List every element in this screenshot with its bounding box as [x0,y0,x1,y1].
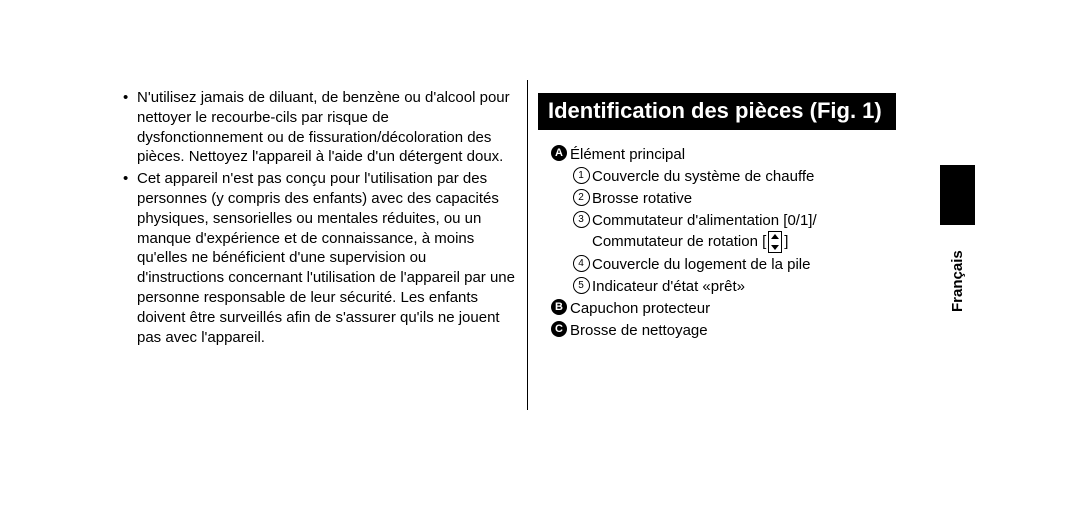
part-text: Commutateur d'alimentation [0/1]/ [592,212,817,229]
number-marker: 3 [570,210,592,228]
letter-marker: C [548,320,570,337]
tab-marker [940,165,975,225]
number-2-icon: 2 [573,189,590,206]
section-heading: Identification des pièces (Fig. 1) [538,93,896,130]
part-A3: 3 Commutateur d'alimentation [0/1]/ Comm… [570,210,908,253]
part-label: Élément principal [570,144,908,165]
part-label: Couvercle du logement de la pile [592,254,908,275]
part-label: Commutateur d'alimentation [0/1]/ Commut… [592,210,908,253]
warning-text: N'utilisez jamais de diluant, de benzène… [137,89,510,165]
number-marker: 4 [570,254,592,272]
parts-list: A Élément principal 1 Couvercle du systè… [548,144,908,341]
number-1-icon: 1 [573,167,590,184]
column-divider [527,80,528,410]
warning-text: Cet appareil n'est pas conçu pour l'util… [137,170,515,345]
number-marker: 5 [570,276,592,294]
part-text: ] [784,233,788,250]
part-A5: 5 Indicateur d'état «prêt» [570,276,908,297]
number-5-icon: 5 [573,277,590,294]
part-label: Brosse rotative [592,188,908,209]
part-label: Capuchon protecteur [570,298,908,319]
part-label: Brosse de nettoyage [570,320,908,341]
part-A: A Élément principal [548,144,908,165]
number-3-icon: 3 [573,211,590,228]
left-column: N'utilisez jamais de diluant, de benzène… [123,88,515,349]
part-B: B Capuchon protecteur [548,298,908,319]
part-A1: 1 Couvercle du système de chauffe [570,166,908,187]
part-label: Couvercle du système de chauffe [592,166,908,187]
part-label: Indicateur d'état «prêt» [592,276,908,297]
warning-item: Cet appareil n'est pas conçu pour l'util… [123,169,515,347]
right-column: Identification des pièces (Fig. 1) A Élé… [538,93,908,342]
warning-item: N'utilisez jamais de diluant, de benzène… [123,88,515,167]
letter-A-icon: A [551,145,567,161]
letter-B-icon: B [551,299,567,315]
part-A4: 4 Couvercle du logement de la pile [570,254,908,275]
number-marker: 1 [570,166,592,184]
letter-marker: B [548,298,570,315]
manual-page: N'utilisez jamais de diluant, de benzène… [0,0,1080,511]
number-4-icon: 4 [573,255,590,272]
part-C: C Brosse de nettoyage [548,320,908,341]
letter-marker: A [548,144,570,161]
number-marker: 2 [570,188,592,206]
language-label: Français [940,223,975,318]
part-text: Commutateur de rotation [ [592,233,766,250]
rotation-icon [768,231,782,253]
letter-C-icon: C [551,321,567,337]
warnings-list: N'utilisez jamais de diluant, de benzène… [123,88,515,347]
language-tab: Français [940,165,975,320]
part-A2: 2 Brosse rotative [570,188,908,209]
